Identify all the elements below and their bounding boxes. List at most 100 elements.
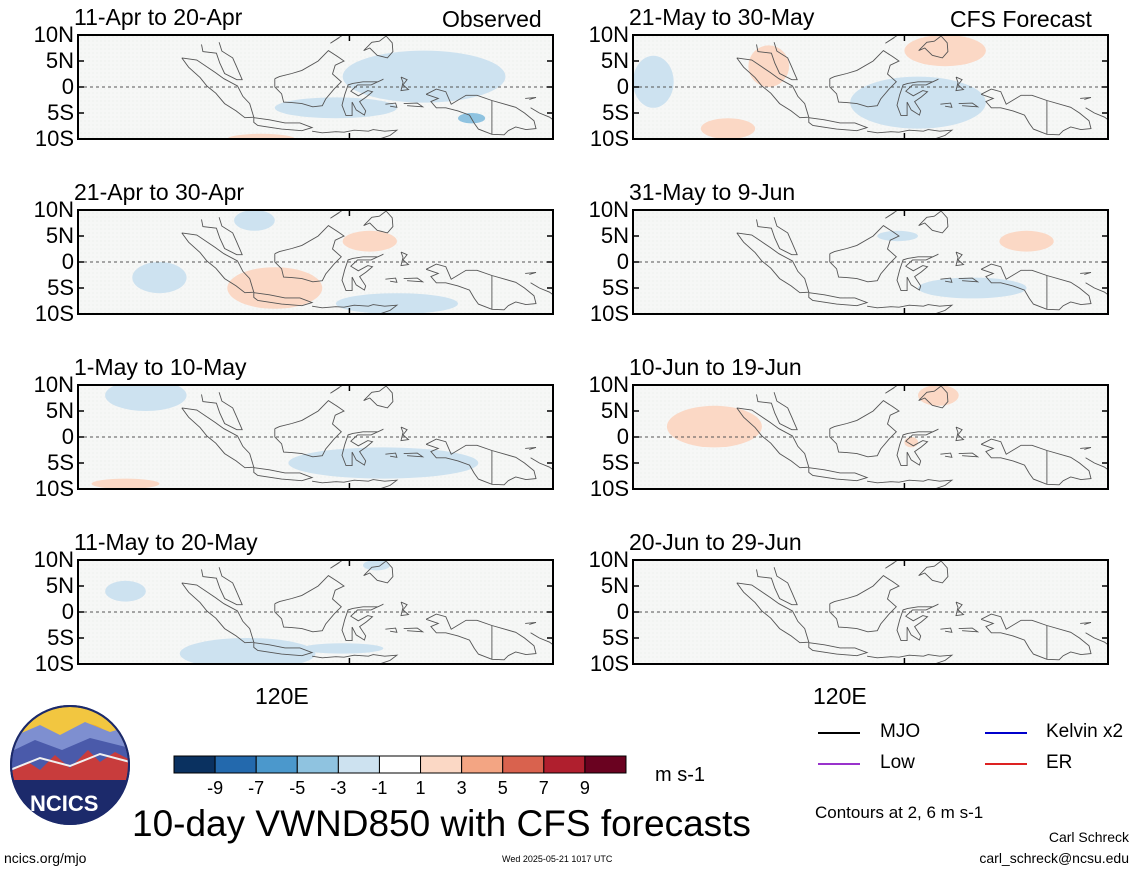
coastline <box>312 479 399 489</box>
coastline <box>525 271 537 275</box>
anomaly-region <box>179 638 316 664</box>
colorbar-swatch <box>296 755 339 774</box>
anomaly-region <box>918 277 1027 299</box>
coastline <box>940 627 953 633</box>
coastline <box>425 613 537 661</box>
anomaly-region <box>748 45 790 87</box>
coastline <box>867 654 954 664</box>
legend-line-mjo <box>818 732 860 734</box>
coastline <box>525 446 537 450</box>
coastline <box>181 407 255 469</box>
coastline <box>1085 457 1108 471</box>
panel-title-7: 10-Jun to 19-Jun <box>629 354 802 380</box>
coastline <box>980 88 1092 136</box>
coastline <box>525 96 537 100</box>
coastline <box>363 210 394 234</box>
y-tick-label: 10S <box>589 126 629 151</box>
coastline <box>885 35 899 44</box>
map-panel-4 <box>77 559 554 665</box>
coastline <box>940 102 953 108</box>
coastline <box>756 217 798 256</box>
coastline <box>181 582 255 644</box>
y-tick-label: 10N <box>588 372 629 397</box>
coastline <box>330 35 344 44</box>
coastline <box>330 385 344 394</box>
coastline <box>829 50 900 108</box>
coastline <box>201 42 243 81</box>
y-tick-label: 0 <box>616 424 629 449</box>
coastline <box>253 642 314 657</box>
y-tick-label: 5N <box>600 48 629 73</box>
coastline <box>955 76 965 92</box>
y-tick-label: 5S <box>602 450 629 475</box>
coastline <box>808 467 869 482</box>
anomaly-region <box>301 643 384 654</box>
coastline <box>1107 287 1108 288</box>
y-tick-label: 10N <box>33 372 74 397</box>
coastline <box>1080 446 1092 450</box>
y-tick-label: 5N <box>600 223 629 248</box>
coastline <box>530 282 553 296</box>
legend-line-low <box>818 763 860 765</box>
anomaly-region <box>227 267 323 309</box>
coastline <box>1107 637 1108 638</box>
anomaly-region <box>904 35 986 67</box>
y-tick-label: 10S <box>34 651 74 676</box>
coastline <box>808 117 869 132</box>
coastline <box>530 632 553 646</box>
coastline <box>400 251 410 267</box>
map-panel-2 <box>77 209 554 315</box>
coastline <box>829 225 900 283</box>
panel-title-5: 21-May to 30-May <box>629 4 815 30</box>
coastline <box>867 304 954 314</box>
y-tick-label: 10S <box>34 126 74 151</box>
coastline <box>1080 621 1092 625</box>
coastline <box>312 304 399 314</box>
coastline <box>756 392 798 431</box>
colorbar-label: 3 <box>457 778 467 798</box>
map-panel-5 <box>632 34 1109 140</box>
y-tick-label: 10N <box>588 547 629 572</box>
coastline <box>253 292 314 307</box>
coastline <box>955 251 965 267</box>
coastline <box>552 637 553 638</box>
coastline <box>312 654 399 664</box>
coastline <box>363 560 394 584</box>
legend-label-mjo: MJO <box>880 721 921 742</box>
anomaly-region <box>904 437 918 448</box>
colorbar-swatch <box>173 755 216 774</box>
coastline <box>736 582 810 644</box>
main-title: 10-day VWND850 with CFS forecasts <box>132 803 751 844</box>
coastline <box>341 603 384 642</box>
y-tick-label: 5N <box>600 398 629 423</box>
y-tick-label: 5S <box>47 450 74 475</box>
coastline <box>385 452 398 458</box>
coastline <box>400 426 410 442</box>
map-panel-8 <box>632 559 1109 665</box>
coastline <box>403 452 425 458</box>
coastline <box>400 76 410 92</box>
coastline <box>403 102 425 108</box>
coastline <box>885 560 899 569</box>
y-tick-label: 0 <box>616 599 629 624</box>
legend-label-kelvin: Kelvin x2 <box>1046 721 1124 742</box>
x-tick-120e-left: 120E <box>255 683 309 709</box>
colorbar-label: 5 <box>498 778 508 798</box>
anomaly-region <box>335 293 458 314</box>
y-tick-label: 10S <box>34 301 74 326</box>
y-tick-label: 5S <box>602 100 629 125</box>
y-tick-label: 10S <box>589 476 629 501</box>
coastline <box>918 35 949 59</box>
y-tick-label: 5S <box>47 100 74 125</box>
coastline <box>312 129 399 139</box>
site-url: ncics.org/mjo <box>4 850 87 866</box>
coastline <box>958 452 980 458</box>
coastline <box>918 210 949 234</box>
coastline <box>918 385 949 409</box>
logo-text: NCICS <box>30 791 99 816</box>
coastline <box>808 292 869 307</box>
anomaly-region <box>342 50 506 103</box>
anomaly-region <box>234 210 275 231</box>
coastline <box>403 277 425 283</box>
anomaly-region <box>999 230 1054 252</box>
